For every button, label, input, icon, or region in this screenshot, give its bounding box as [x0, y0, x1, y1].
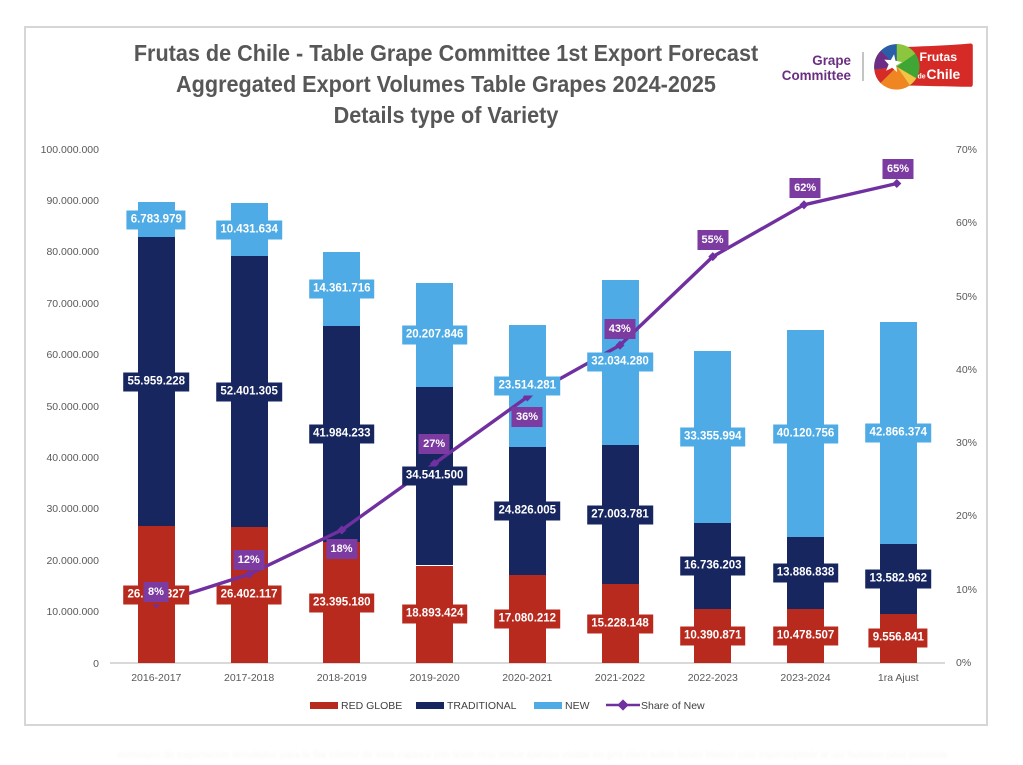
- svg-text:Chile: Chile: [927, 67, 961, 82]
- svg-text:Frutas: Frutas: [920, 50, 958, 64]
- svg-text:de: de: [918, 74, 926, 81]
